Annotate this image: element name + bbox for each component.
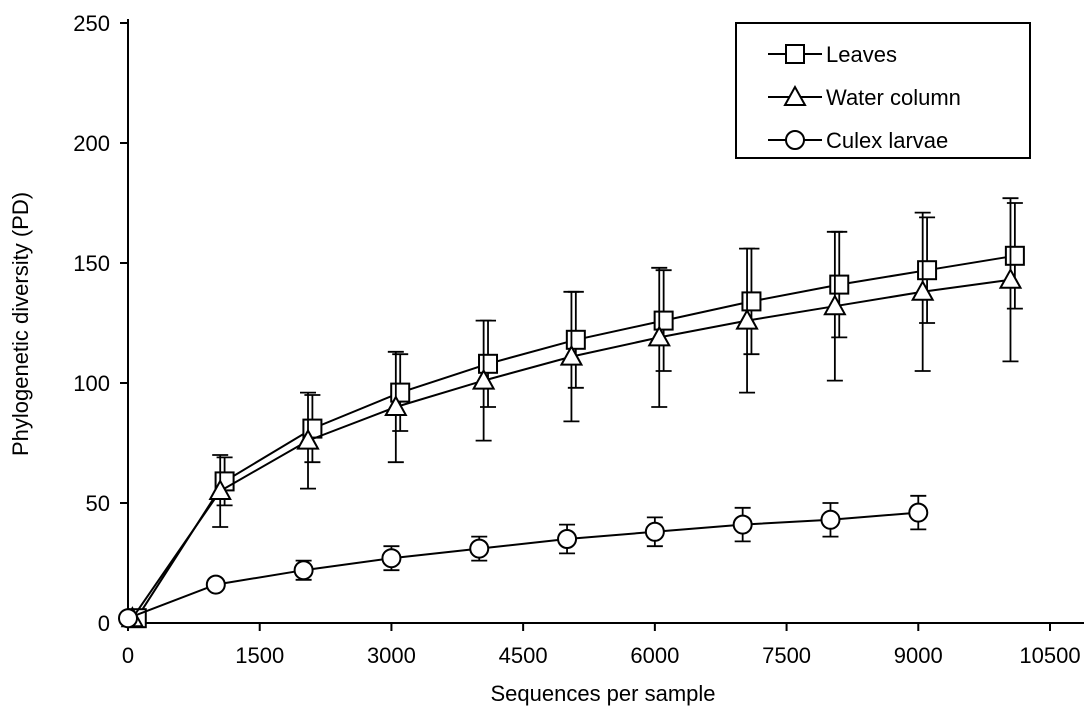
data-point <box>469 538 490 559</box>
x-axis: 0 1500 3000 4500 6000 7500 9000 10500 <box>122 622 1084 668</box>
legend: Leaves Water column Culex larvae <box>735 22 1031 159</box>
legend-marker <box>785 130 805 150</box>
y-tick-label: 250 <box>73 11 110 36</box>
y-tick-label: 150 <box>73 251 110 276</box>
series-culex-larvae <box>118 494 929 629</box>
y-axis: 0 50 100 150 200 250 <box>73 11 129 636</box>
y-tick-label: 0 <box>98 611 110 636</box>
data-point <box>917 260 938 281</box>
data-point <box>381 548 402 569</box>
x-tick-label: 6000 <box>630 643 679 668</box>
x-tick-label: 3000 <box>367 643 416 668</box>
series-line <box>127 511 919 620</box>
data-point <box>471 368 496 390</box>
legend-marker <box>785 44 805 64</box>
y-axis-title: Phylogenetic diversity (PD) <box>8 192 33 456</box>
data-point <box>908 502 929 523</box>
data-point <box>208 478 232 500</box>
x-tick-label: 0 <box>122 643 134 668</box>
data-point <box>823 294 847 316</box>
data-point <box>205 574 226 595</box>
x-tick-label: 4500 <box>499 643 548 668</box>
data-point <box>910 279 935 301</box>
data-point <box>653 310 674 331</box>
x-tick-label: 10500 <box>1019 643 1080 668</box>
x-axis-title: Sequences per sample <box>490 681 715 706</box>
data-point <box>998 267 1023 289</box>
legend-marker <box>783 84 807 106</box>
x-tick-label: 7500 <box>762 643 811 668</box>
series-layer <box>118 197 1025 629</box>
legend-label: Culex larvae <box>826 128 948 153</box>
data-point <box>559 344 584 366</box>
data-point <box>557 529 578 549</box>
data-point <box>647 325 671 347</box>
data-point <box>1004 245 1025 266</box>
data-point <box>741 291 762 312</box>
data-point <box>565 329 586 350</box>
legend-label: Water column <box>826 85 961 110</box>
x-tick-label: 9000 <box>894 643 943 668</box>
series-leaves <box>126 202 1025 629</box>
data-point <box>118 608 138 629</box>
series-water-column <box>120 197 1023 628</box>
data-point <box>732 514 753 535</box>
data-point <box>820 509 841 530</box>
data-point <box>478 353 499 374</box>
data-point <box>829 274 850 295</box>
y-tick-label: 50 <box>86 491 110 516</box>
data-point <box>384 394 408 416</box>
data-point <box>293 560 314 581</box>
data-point <box>644 521 665 542</box>
x-tick-label: 1500 <box>235 643 284 668</box>
y-tick-label: 100 <box>73 371 110 396</box>
y-tick-label: 200 <box>73 131 110 156</box>
legend-label: Leaves <box>826 42 897 67</box>
data-point <box>735 308 759 330</box>
data-point <box>296 428 320 450</box>
